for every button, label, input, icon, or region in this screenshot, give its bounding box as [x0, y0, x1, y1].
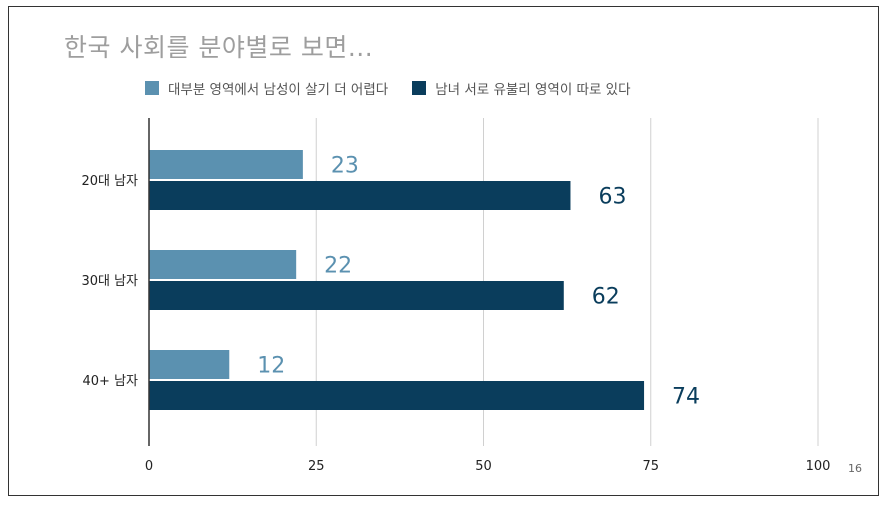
bar-2-series-2 — [149, 281, 564, 310]
chart-title: 한국 사회를 분야별로 보면... — [64, 33, 374, 62]
data-label-3-series-2: 74 — [672, 385, 700, 410]
x-tick-label-50: 50 — [475, 459, 492, 474]
bar-1-series-1 — [149, 150, 303, 179]
x-tick-label-25: 25 — [308, 459, 325, 474]
category-label-2: 30대 남자 — [81, 274, 138, 289]
data-label-1-series-1: 23 — [331, 154, 359, 179]
data-label-3-series-1: 12 — [257, 354, 285, 379]
x-tick-label-100: 100 — [806, 459, 831, 474]
bar-1-series-2 — [149, 181, 571, 210]
x-tick-label-0: 0 — [145, 459, 153, 474]
page-number: 16 — [848, 462, 862, 475]
legend-item-series-2: 남녀 서로 유불리 영역이 따로 있다 — [412, 78, 631, 98]
legend-label-series-2: 남녀 서로 유불리 영역이 따로 있다 — [435, 82, 631, 98]
legend-swatch-series-2 — [412, 81, 427, 95]
bar-3-series-1 — [149, 350, 230, 379]
legend-label-series-1: 대부분 영역에서 남성이 살기 더 어렵다 — [168, 82, 389, 98]
data-label-2-series-2: 62 — [592, 285, 620, 310]
bar-2-series-1 — [149, 250, 297, 279]
legend-swatch-series-1 — [145, 81, 159, 95]
chart-legend: 대부분 영역에서 남성이 살기 더 어렵다 남녀 서로 유불리 영역이 따로 있… — [145, 78, 655, 98]
x-tick-label-75: 75 — [642, 459, 659, 474]
data-label-1-series-2: 63 — [598, 185, 626, 210]
legend-item-series-1: 대부분 영역에서 남성이 살기 더 어렵다 — [145, 78, 388, 98]
category-label-3: 40+ 남자 — [83, 374, 139, 389]
bar-3-series-2 — [149, 381, 645, 410]
data-label-2-series-1: 22 — [324, 254, 352, 279]
category-label-1: 20대 남자 — [81, 174, 138, 189]
